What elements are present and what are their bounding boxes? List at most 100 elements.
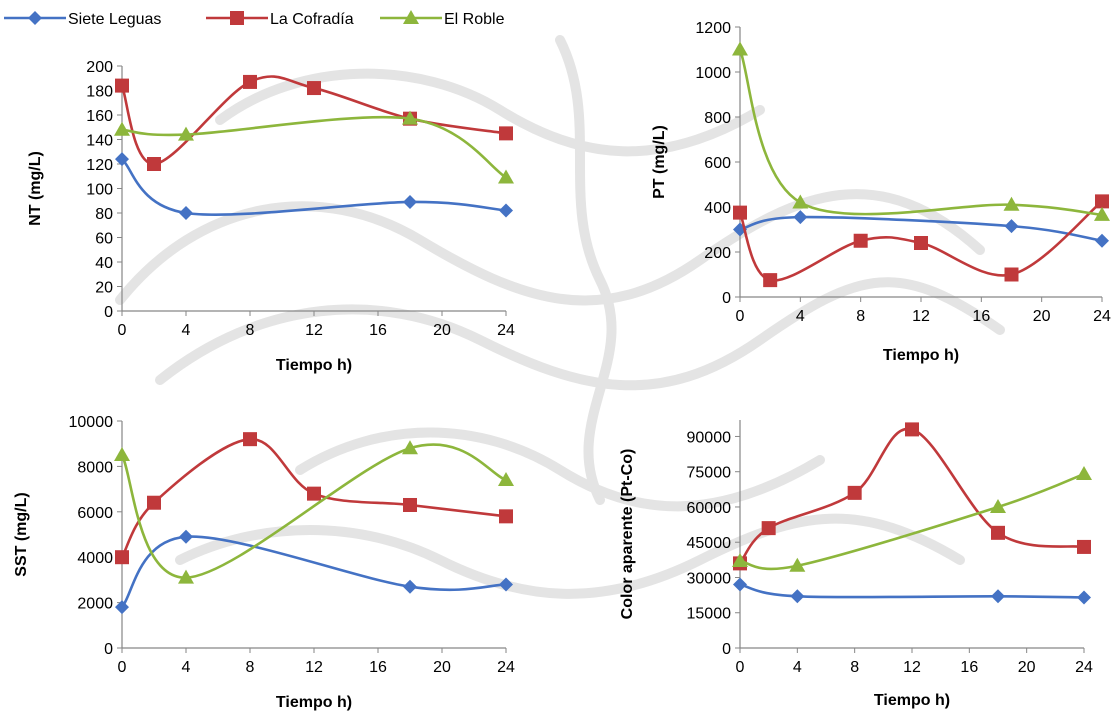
x-tick-label: 8 — [246, 322, 255, 339]
data-point-la-cofrad-a — [853, 233, 868, 248]
data-point-siete-leguas — [1095, 233, 1109, 248]
data-point-la-cofrad-a — [847, 485, 862, 500]
y-tick-label: 10000 — [69, 414, 114, 431]
data-point-la-cofrad-a — [499, 126, 513, 141]
data-point-el-roble — [1094, 206, 1110, 221]
y-tick-label: 60000 — [687, 500, 732, 517]
y-tick-label: 120 — [86, 157, 113, 174]
data-point-siete-leguas — [179, 529, 193, 544]
y-tick-label: 60 — [95, 231, 113, 248]
y-tick-label: 4000 — [77, 550, 113, 567]
data-point-la-cofrad-a — [243, 74, 257, 89]
y-tick-label: 1200 — [695, 20, 731, 37]
data-point-la-cofrad-a — [905, 422, 919, 437]
data-point-el-roble — [498, 169, 514, 184]
data-point-el-roble — [1076, 466, 1092, 481]
y-axis-title: NT (mg/L) — [27, 151, 44, 226]
data-point-el-roble — [1003, 196, 1020, 211]
background-watermark — [115, 35, 1005, 599]
data-point-siete-leguas — [991, 589, 1005, 604]
x-tick-label: 0 — [118, 322, 127, 339]
data-point-siete-leguas — [499, 577, 513, 592]
y-tick-label: 40 — [95, 255, 113, 272]
data-point-el-roble — [792, 194, 809, 209]
data-point-siete-leguas — [179, 206, 193, 220]
legend: Siete Leguas La Cofradía El Roble — [4, 10, 505, 28]
data-point-el-roble — [114, 447, 130, 462]
y-tick-label: 15000 — [687, 606, 732, 623]
x-tick-label: 20 — [1018, 659, 1036, 676]
y-tick-label: 800 — [704, 110, 731, 127]
data-point-la-cofrad-a — [763, 273, 778, 288]
data-point-la-cofrad-a — [147, 495, 161, 510]
data-point-siete-leguas — [115, 600, 129, 615]
x-axis-title: Tiempo h) — [276, 357, 352, 374]
series-line-siete-leguas — [121, 158, 507, 216]
x-tick-label: 12 — [912, 308, 930, 325]
x-axis-title: Tiempo h) — [874, 692, 950, 709]
series-line-el-roble — [738, 49, 1103, 217]
data-point-siete-leguas — [403, 194, 417, 209]
data-point-el-roble — [114, 121, 130, 136]
chart-nt: 0 20 40 60 80 100 120 140 160 180 200 0 4 8 12 16 20 24 Ti… — [27, 59, 515, 374]
y-tick-label: 200 — [86, 59, 113, 76]
x-axis-title: Tiempo h) — [276, 694, 352, 711]
y-tick-label: 8000 — [77, 459, 113, 476]
data-point-el-roble — [178, 569, 194, 584]
x-tick-label: 8 — [856, 308, 865, 325]
x-tick-label: 4 — [796, 308, 805, 325]
data-point-la-cofrad-a — [147, 157, 161, 171]
chart-color-aparente: 0 15000 30000 45000 60000 75000 90000 0 4 8 12 16 20… — [619, 420, 1093, 709]
data-point-la-cofrad-a — [115, 78, 129, 93]
y-tick-label: 80 — [95, 206, 113, 223]
data-point-el-roble — [498, 472, 514, 487]
chart-sst: 0 2000 4000 6000 8000 10000 0 4 8 12 16 20 24 Tiempo … — [13, 414, 515, 711]
y-axis-title: Color aparente (Pt-Co) — [619, 449, 636, 620]
y-tick-label: 75000 — [687, 465, 732, 482]
y-tick-label: 2000 — [77, 596, 113, 613]
x-axis-title: Tiempo h) — [883, 347, 959, 364]
series-line-el-roble — [121, 115, 507, 179]
x-tick-label: 12 — [305, 322, 323, 339]
data-point-la-cofrad-a — [499, 509, 513, 524]
x-tick-label: 0 — [736, 659, 745, 676]
series-line-el-roble — [120, 443, 507, 579]
data-point-siete-leguas — [733, 577, 747, 592]
data-point-la-cofrad-a — [243, 432, 257, 447]
x-tick-label: 20 — [1033, 308, 1051, 325]
y-tick-label: 200 — [704, 245, 731, 262]
data-point-el-roble — [732, 41, 748, 56]
data-point-la-cofrad-a — [761, 521, 776, 536]
y-tick-label: 1000 — [695, 65, 731, 82]
y-tick-label: 6000 — [77, 505, 113, 522]
data-point-el-roble — [402, 440, 418, 455]
series-line-siete-leguas — [120, 535, 507, 609]
legend-label-el-roble: El Roble — [444, 11, 505, 28]
data-point-siete-leguas — [115, 152, 129, 167]
data-point-la-cofrad-a — [1077, 539, 1091, 554]
y-tick-label: 45000 — [687, 535, 732, 552]
y-tick-label: 0 — [104, 304, 113, 321]
y-tick-label: 20 — [95, 280, 113, 297]
data-point-siete-leguas — [790, 589, 805, 604]
y-axis-title: PT (mg/L) — [651, 125, 668, 199]
legend-label-la-cofrad-a: La Cofradía — [270, 11, 354, 28]
data-point-la-cofrad-a — [307, 486, 321, 501]
x-tick-label: 16 — [369, 322, 387, 339]
x-tick-label: 16 — [972, 308, 990, 325]
y-tick-label: 0 — [722, 641, 731, 658]
data-point-siete-leguas — [1077, 590, 1091, 605]
x-tick-label: 4 — [182, 322, 191, 339]
data-point-la-cofrad-a — [307, 81, 321, 96]
data-point-el-roble — [732, 553, 748, 568]
y-tick-label: 600 — [704, 155, 731, 172]
data-point-la-cofrad-a — [1004, 267, 1019, 282]
data-point-la-cofrad-a — [991, 525, 1005, 540]
data-point-el-roble — [789, 557, 806, 572]
x-tick-label: 0 — [118, 659, 127, 676]
x-tick-label: 16 — [960, 659, 978, 676]
data-point-la-cofrad-a — [733, 205, 747, 220]
data-point-el-roble — [402, 110, 418, 125]
x-tick-label: 24 — [497, 322, 515, 339]
